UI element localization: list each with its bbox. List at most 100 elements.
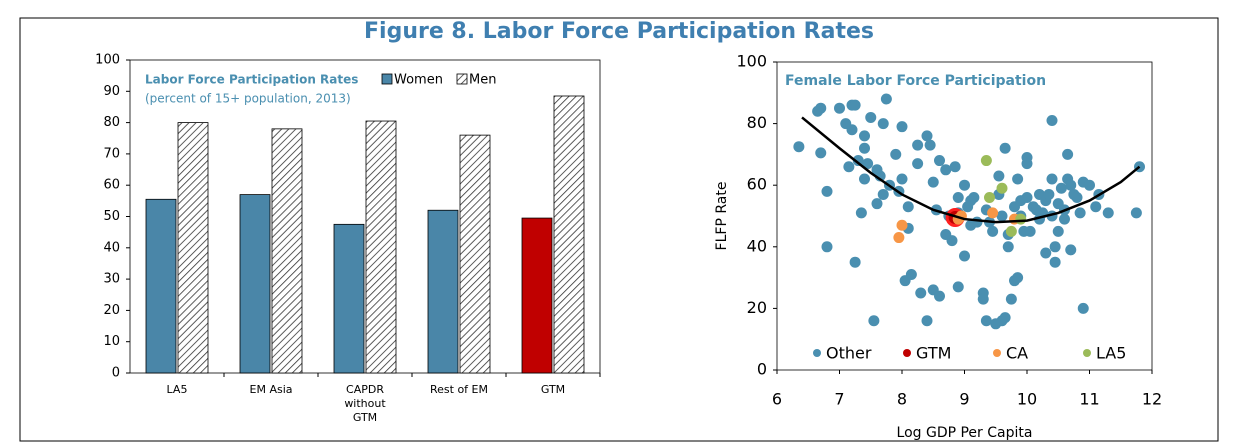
legend-swatch [381,73,393,85]
point [834,102,845,114]
point [1090,201,1102,213]
y-tick-label: 90 [103,84,120,99]
legend-label: GTM [916,344,951,363]
bar [177,122,209,374]
point [821,241,833,253]
point [999,142,1011,154]
point [1059,213,1070,225]
point [946,235,958,247]
x-axis-title: Log GDP Per Capita [897,425,1033,441]
bar [271,128,303,374]
point [1084,179,1095,191]
legend-swatch [456,73,468,85]
bar [239,194,271,374]
point [949,161,961,173]
subplot-title: Labor Force Participation Rates [145,73,358,87]
point [1102,207,1114,219]
y-tick-label: 100 [736,52,767,71]
bar [333,223,365,374]
point [821,185,833,197]
point [1065,179,1077,191]
legend-swatch [903,349,911,357]
point [987,225,999,237]
y-tick-label: 60 [103,178,120,193]
point [793,141,805,153]
figure-title: Figure 8. Labor Force Participation Rate… [364,19,874,44]
point [1055,182,1067,194]
x-tick-label: 12 [1142,390,1162,409]
point [1049,241,1061,253]
legend-swatch [813,349,821,357]
y-tick-label: 10 [103,334,120,349]
x-tick-label: 10 [1017,390,1037,409]
point [984,192,995,204]
x-tick-label: GTM [540,383,566,396]
point [987,207,999,219]
y-tick-label: 50 [103,209,120,224]
legend-label: Women [394,73,443,88]
point [1130,207,1142,219]
point [859,130,870,142]
point [980,315,992,327]
point [849,256,861,268]
point [980,155,992,167]
y-tick-label: 70 [103,146,120,161]
point [952,281,964,293]
point [921,130,933,142]
y-tick-label: 20 [103,303,120,318]
point [1071,192,1083,204]
subplot-subtitle: (percent of 15+ population, 2013) [145,92,351,106]
x-tick-label: 7 [834,390,844,409]
point [959,179,970,191]
point [1012,173,1024,185]
point [846,124,858,136]
point [1015,213,1027,225]
bar [459,134,491,374]
subplot-title: Female Labor Force Participation [785,73,1046,89]
bar [427,209,459,374]
x-tick-label: 9 [959,390,969,409]
point [968,192,980,204]
point [934,155,945,167]
point [877,118,889,130]
point [993,170,1005,182]
point [1021,158,1033,170]
bar [145,198,177,374]
point [996,182,1008,194]
point [927,176,939,188]
point [868,315,880,327]
point [1021,192,1033,204]
point [971,216,983,228]
legend-swatch [993,349,1001,357]
point [905,269,917,281]
point [815,147,827,159]
point [1046,173,1058,185]
point [999,312,1011,324]
y-axis-title: FLFP Rate [714,182,730,251]
legend-swatch [1083,349,1091,357]
point [1062,148,1074,160]
point [977,293,989,305]
point [855,207,867,219]
point [843,161,855,173]
x-tick-label: 6 [772,390,782,409]
point [1012,272,1024,284]
point [1065,244,1077,256]
point [912,139,924,151]
point [859,173,870,185]
x-tick-label: CAPDR without GTM [344,383,386,424]
point [1043,188,1055,200]
y-tick-label: 30 [103,272,120,287]
point [896,173,908,185]
point [1049,256,1061,268]
x-tick-label: EM Asia [249,383,293,396]
y-tick-label: 60 [747,175,767,194]
point [915,287,927,299]
x-tick-label: 11 [1079,390,1099,409]
point [1002,241,1014,253]
point [1046,115,1058,127]
point [896,121,908,133]
point [852,155,864,167]
